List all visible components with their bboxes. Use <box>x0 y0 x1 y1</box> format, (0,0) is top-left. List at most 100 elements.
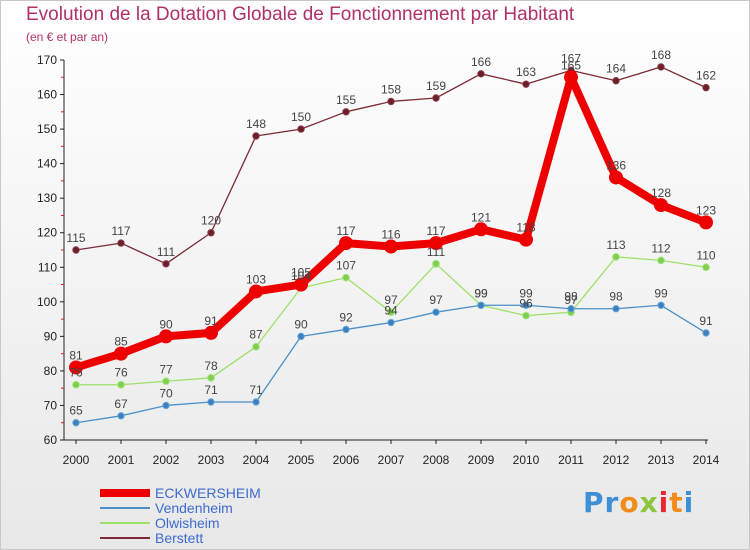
data-label-olwisheim: 76 <box>114 366 128 380</box>
data-label-berstett: 168 <box>651 48 671 62</box>
x-tick-label: 2009 <box>468 453 495 467</box>
data-label-vendenheim: 70 <box>159 386 173 400</box>
data-label-vendenheim: 99 <box>654 286 668 300</box>
point-olwisheim <box>162 377 170 386</box>
data-label-eckwersheim: 105 <box>291 266 311 280</box>
point-eckwersheim <box>564 70 578 85</box>
x-tick-label: 2013 <box>648 453 675 467</box>
legend-label: ECKWERSHEIM <box>155 485 261 501</box>
series-layer <box>69 63 713 427</box>
data-label-berstett: 162 <box>696 69 716 83</box>
data-label-eckwersheim: 123 <box>696 203 716 217</box>
axes: 60 70 80 90 100 110 120 130 140 150 160 170 2000 2001… <box>37 53 720 467</box>
y-tick-label: 130 <box>37 191 57 205</box>
y-tick-label: 110 <box>38 260 57 274</box>
point-eckwersheim <box>519 232 533 247</box>
data-label-eckwersheim: 117 <box>426 224 445 238</box>
data-label-vendenheim: 65 <box>69 404 83 418</box>
legend-label: Berstett <box>155 530 204 546</box>
point-berstett <box>702 83 710 92</box>
x-tick-label: 2003 <box>198 453 225 467</box>
data-label-eckwersheim: 81 <box>69 348 83 362</box>
point-berstett <box>72 246 80 254</box>
data-label-eckwersheim: 90 <box>159 317 173 331</box>
point-eckwersheim <box>654 198 668 213</box>
point-eckwersheim <box>159 329 173 344</box>
point-eckwersheim <box>294 277 308 292</box>
y-tick-label: 60 <box>44 433 58 447</box>
point-berstett <box>522 80 530 88</box>
data-label-vendenheim: 90 <box>294 317 308 331</box>
data-label-olwisheim: 97 <box>384 293 398 307</box>
data-label-olwisheim: 97 <box>564 293 578 307</box>
x-tick-label: 2000 <box>63 453 90 467</box>
point-eckwersheim <box>384 239 398 254</box>
point-eckwersheim <box>474 222 488 237</box>
y-tick-label: 140 <box>37 157 57 171</box>
data-label-berstett: 155 <box>336 93 356 107</box>
point-berstett <box>252 132 260 140</box>
x-tick-label: 2004 <box>243 453 270 467</box>
data-label-olwisheim: 104 <box>291 269 311 283</box>
data-label-vendenheim: 98 <box>609 290 623 304</box>
point-vendenheim <box>297 332 305 341</box>
data-label-berstett: 159 <box>426 79 446 93</box>
data-label-eckwersheim: 128 <box>651 186 671 200</box>
data-label-vendenheim: 94 <box>384 304 398 318</box>
legend-swatch <box>100 537 150 539</box>
data-label-eckwersheim: 136 <box>606 158 626 172</box>
point-vendenheim <box>567 305 575 313</box>
chart-title: Evolution de la Dotation Globale de Fonc… <box>26 4 575 25</box>
logo-letter: x <box>639 486 659 519</box>
data-label-olwisheim: 96 <box>519 297 533 311</box>
point-vendenheim <box>522 301 530 309</box>
data-label-berstett: 163 <box>516 65 536 79</box>
y-tick-label: 150 <box>37 122 57 136</box>
data-label-vendenheim: 71 <box>249 383 263 397</box>
data-label-berstett: 111 <box>157 245 176 259</box>
data-label-berstett: 150 <box>291 110 311 124</box>
y-tick-label: 160 <box>37 88 57 102</box>
data-label-eckwersheim: 165 <box>561 58 581 72</box>
point-berstett <box>477 70 485 78</box>
point-olwisheim <box>252 342 260 351</box>
point-vendenheim <box>207 398 215 406</box>
y-tick-label: 80 <box>44 364 58 378</box>
data-label-olwisheim: 76 <box>69 366 83 380</box>
point-eckwersheim <box>609 170 623 185</box>
point-olwisheim <box>612 253 620 261</box>
point-olwisheim <box>207 373 215 382</box>
data-label-eckwersheim: 121 <box>471 210 491 224</box>
point-vendenheim <box>342 325 350 334</box>
data-label-eckwersheim: 118 <box>516 221 535 235</box>
data-label-eckwersheim: 103 <box>246 272 266 286</box>
legend-swatch <box>100 489 150 497</box>
legend-label: Olwisheim <box>155 515 220 531</box>
x-tick-label: 2002 <box>153 453 180 467</box>
point-vendenheim <box>72 419 80 427</box>
data-label-olwisheim: 113 <box>606 238 625 252</box>
point-eckwersheim <box>429 236 443 251</box>
data-label-vendenheim: 91 <box>699 314 713 328</box>
point-olwisheim <box>432 259 440 268</box>
logo-letter: i <box>683 486 695 519</box>
data-label-olwisheim: 99 <box>474 286 488 300</box>
x-tick-label: 2010 <box>513 453 540 467</box>
x-tick-label: 2007 <box>378 453 405 467</box>
point-berstett <box>207 229 215 237</box>
point-vendenheim <box>612 305 620 313</box>
y-tick-label: 120 <box>37 226 57 240</box>
data-label-vendenheim: 92 <box>339 310 353 324</box>
data-label-olwisheim: 112 <box>651 241 670 255</box>
point-berstett <box>162 260 170 268</box>
data-label-olwisheim: 87 <box>249 328 263 342</box>
point-berstett <box>342 108 350 116</box>
legend-swatch <box>100 507 150 509</box>
point-vendenheim <box>702 329 710 337</box>
point-eckwersheim <box>249 284 263 299</box>
point-vendenheim <box>117 412 125 420</box>
point-olwisheim <box>342 273 350 282</box>
data-label-berstett: 158 <box>381 82 401 96</box>
logo-letter: P <box>583 486 605 519</box>
